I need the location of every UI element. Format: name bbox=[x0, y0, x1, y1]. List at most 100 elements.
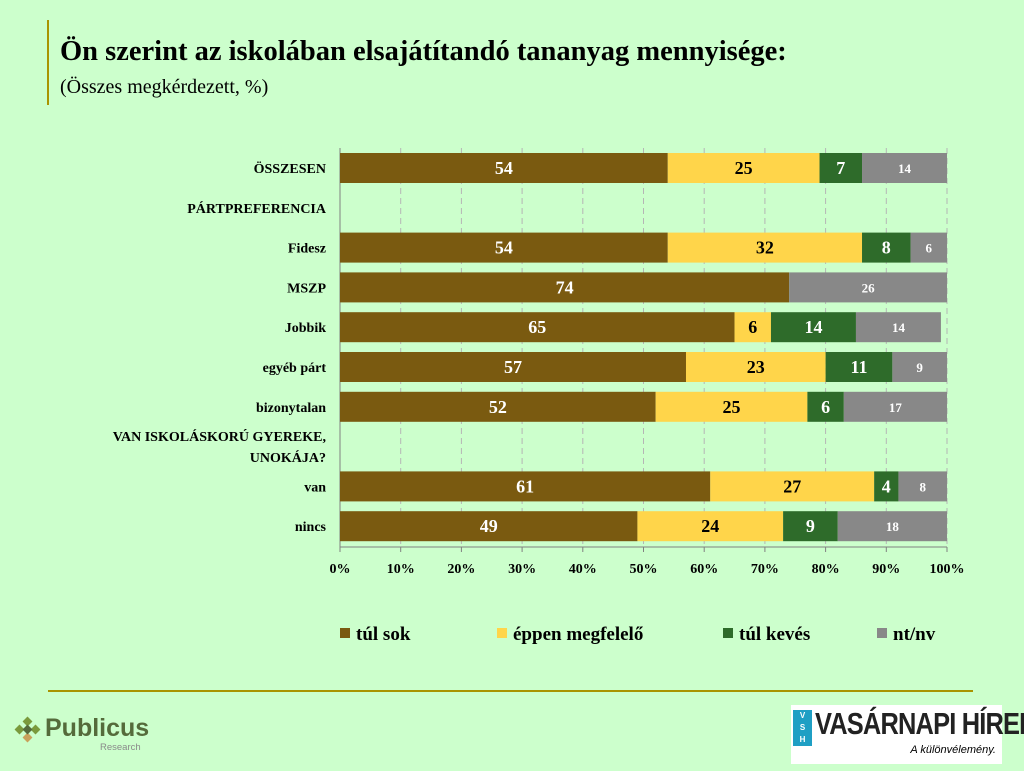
chart-title: Ön szerint az iskolában elsajátítandó ta… bbox=[60, 36, 787, 67]
data-label: 18 bbox=[886, 519, 900, 534]
publicus-logo: Publicus Research bbox=[12, 714, 172, 756]
data-label: 24 bbox=[701, 516, 719, 536]
bar-segment-t-l-kev-s bbox=[783, 511, 838, 542]
x-tick-label: 60% bbox=[690, 562, 718, 577]
bar-segment-nt-nv bbox=[892, 352, 947, 382]
data-label: 57 bbox=[504, 357, 522, 377]
bar-segment-nt-nv bbox=[837, 511, 947, 542]
publicus-diamond-icon bbox=[14, 716, 41, 743]
row-label: egyéb párt bbox=[263, 361, 327, 376]
bar-segment-t-l-sok bbox=[340, 153, 668, 183]
bar-segment--ppen-megfelel- bbox=[667, 153, 820, 183]
row-label: VAN ISKOLÁSKORÚ GYEREKE, bbox=[113, 428, 326, 445]
bar-segment--ppen-megfelel- bbox=[637, 511, 784, 542]
x-tick-label: 50% bbox=[630, 562, 658, 577]
bar-segment--ppen-megfelel- bbox=[734, 312, 771, 343]
bar-segment-t-l-kev-s bbox=[874, 471, 899, 502]
bar-segment-t-l-kev-s bbox=[770, 312, 856, 343]
legend-label: nt/nv bbox=[893, 624, 936, 645]
data-label: 7 bbox=[836, 158, 845, 178]
row-label: Jobbik bbox=[285, 321, 326, 336]
publicus-sub: Research bbox=[100, 742, 141, 753]
bar-segment-t-l-sok bbox=[340, 352, 686, 382]
data-label: 52 bbox=[489, 397, 507, 417]
row-label: PÁRTPREFERENCIA bbox=[187, 200, 327, 217]
bar-segment--ppen-megfelel- bbox=[655, 391, 808, 422]
data-label: 4 bbox=[882, 476, 891, 496]
x-tick-label: 100% bbox=[930, 562, 965, 577]
bar-segment-nt-nv bbox=[862, 153, 947, 183]
data-label: 54 bbox=[495, 238, 513, 258]
data-label: 54 bbox=[495, 158, 513, 178]
data-label: 61 bbox=[516, 476, 534, 496]
data-label: 14 bbox=[892, 320, 906, 335]
stacked-bar-chart: 0% 10% 20% 30% 40% 50% 60% 70% 80% 90% 100% ÖSSZESE… bbox=[113, 148, 965, 645]
data-label: 25 bbox=[723, 397, 741, 417]
bar-segment-t-l-sok bbox=[340, 272, 790, 303]
x-tick-label: 70% bbox=[751, 562, 779, 577]
vh-name: VASÁRNAPI HÍREK bbox=[815, 706, 1024, 741]
row-label: Fidesz bbox=[288, 242, 326, 257]
x-tick-label: 10% bbox=[387, 562, 415, 577]
publicus-name: Publicus bbox=[45, 714, 150, 742]
vh-badge-letter: V bbox=[799, 711, 806, 720]
bar-segment--ppen-megfelel- bbox=[710, 471, 875, 502]
row-label: bizonytalan bbox=[256, 401, 326, 416]
chart-subtitle: (Összes megkérdezett, %) bbox=[60, 76, 269, 98]
legend-label: túl sok bbox=[356, 624, 411, 645]
row-label: van bbox=[304, 480, 326, 495]
bar-segment-nt-nv bbox=[898, 471, 947, 502]
data-label: 6 bbox=[926, 241, 933, 256]
data-label: 23 bbox=[747, 357, 765, 377]
data-label: 14 bbox=[898, 161, 912, 176]
data-label: 17 bbox=[889, 400, 903, 415]
data-label: 6 bbox=[748, 317, 757, 337]
bar-segment-t-l-sok bbox=[340, 471, 711, 502]
data-label: 8 bbox=[882, 238, 891, 258]
x-tick-label: 80% bbox=[812, 562, 840, 577]
bar-segment-nt-nv bbox=[843, 391, 947, 422]
data-label: 9 bbox=[916, 360, 923, 375]
bar-segment-nt-nv bbox=[910, 232, 947, 263]
x-tick-label: 30% bbox=[508, 562, 536, 577]
title-accent-line bbox=[47, 20, 49, 105]
bar-segment-t-l-sok bbox=[340, 312, 735, 343]
vasarnapi-hirek-logo: V S H VASÁRNAPI HÍREK A különvélemény. bbox=[791, 705, 1024, 764]
data-label: 14 bbox=[804, 317, 822, 337]
footer-divider bbox=[48, 690, 973, 692]
x-tick-label: 20% bbox=[447, 562, 475, 577]
row-label: nincs bbox=[295, 520, 327, 535]
bar-segment-t-l-kev-s bbox=[807, 391, 844, 422]
bar-segment--ppen-megfelel- bbox=[667, 232, 863, 263]
legend-label: túl kevés bbox=[739, 624, 810, 645]
bar-segment-t-l-sok bbox=[340, 391, 656, 422]
bar-segment-t-l-kev-s bbox=[862, 232, 911, 263]
data-label: 32 bbox=[756, 238, 774, 258]
row-label: ÖSSZESEN bbox=[254, 160, 326, 177]
data-label: 9 bbox=[806, 516, 815, 536]
x-tick-label: 0% bbox=[330, 562, 351, 577]
x-tick-label: 40% bbox=[569, 562, 597, 577]
legend-swatch bbox=[723, 628, 733, 638]
bar-segment-nt-nv bbox=[789, 272, 947, 303]
legend-swatch bbox=[877, 628, 887, 638]
x-tick-label: 90% bbox=[872, 562, 900, 577]
data-label: 74 bbox=[556, 277, 574, 297]
row-label: UNOKÁJA? bbox=[250, 449, 326, 466]
vh-badge-letter: S bbox=[799, 723, 806, 732]
bar-segment-t-l-kev-s bbox=[825, 352, 893, 382]
row-label: MSZP bbox=[287, 281, 326, 296]
bar-segment--ppen-megfelel- bbox=[685, 352, 826, 382]
legend-swatch bbox=[340, 628, 350, 638]
data-label: 8 bbox=[919, 479, 926, 494]
data-label: 11 bbox=[850, 357, 867, 377]
legend-label: éppen megfelelő bbox=[513, 624, 643, 645]
bar-segment-t-l-kev-s bbox=[819, 153, 863, 183]
bar-segment-nt-nv bbox=[855, 312, 941, 343]
data-label: 49 bbox=[480, 516, 498, 536]
vh-badge: V S H bbox=[793, 710, 812, 746]
bar-segment-t-l-sok bbox=[340, 511, 638, 542]
legend-swatch bbox=[497, 628, 507, 638]
data-label: 27 bbox=[783, 476, 801, 496]
data-label: 26 bbox=[862, 280, 876, 295]
